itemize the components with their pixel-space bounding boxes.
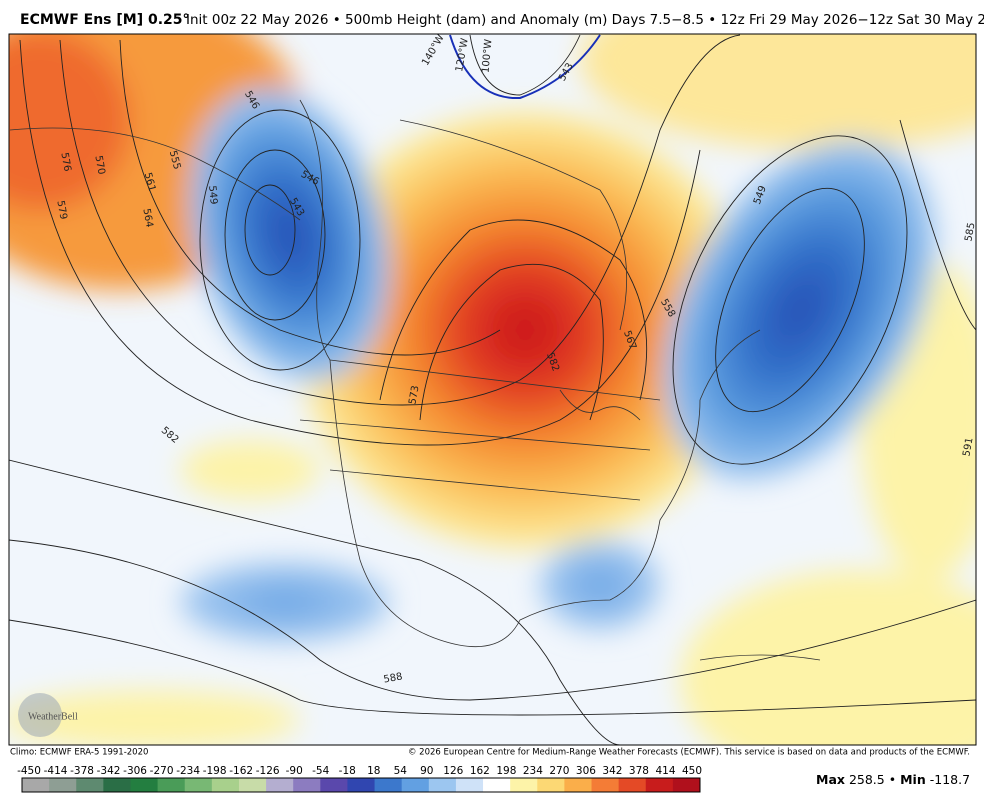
map: 576 5705615555495645795465435465495585675… — [9, 34, 977, 745]
colorbar-tick-label: -18 — [339, 765, 356, 777]
contour-label: 573 — [407, 385, 421, 406]
footer-copyright: © 2026 European Centre for Medium-Range … — [408, 748, 970, 758]
contour-label: 579 — [54, 200, 68, 221]
colorbar-tick-label: -450 — [17, 765, 41, 777]
colorbar-tick-label: 18 — [367, 765, 380, 777]
contour-label: 585 — [963, 222, 977, 243]
colorbar-swatch — [320, 778, 348, 792]
colorbar-swatch — [238, 778, 267, 792]
colorbar-swatch — [374, 778, 403, 792]
colorbar-swatch — [184, 778, 213, 792]
colorbar-swatch — [103, 778, 131, 792]
colorbar-tick-label: -270 — [150, 765, 174, 777]
colorbar-swatch — [49, 778, 77, 792]
colorbar-tick-label: 198 — [496, 765, 516, 777]
stats: Max 258.5 • Min -118.7 — [816, 772, 970, 787]
colorbar-swatch — [428, 778, 457, 792]
colorbar-tick-label: -54 — [312, 765, 329, 777]
title-details: Init 00z 22 May 2026 • 500mb Height (dam… — [186, 12, 984, 28]
separator: • — [889, 772, 896, 787]
colorbar-swatch — [672, 778, 701, 792]
contour-label: 549 — [206, 185, 219, 205]
colorbar-swatch — [564, 778, 593, 792]
meridian-label: 100°W — [481, 39, 495, 74]
colorbar-tick-label: -378 — [70, 765, 94, 777]
contour-label: 591 — [961, 437, 975, 458]
colorbar-swatch — [455, 778, 484, 792]
colorbar-tick-label: 162 — [470, 765, 490, 777]
colorbar-swatch — [483, 778, 511, 792]
colorbar-frame — [21, 777, 701, 793]
colorbar-tick-label: -234 — [176, 765, 200, 777]
colorbar-tick-label: 414 — [655, 765, 675, 777]
colorbar-swatch — [157, 778, 186, 792]
colorbar-tick-label: -198 — [203, 765, 227, 777]
colorbar-swatch — [130, 778, 159, 792]
colorbar-swatch — [266, 778, 294, 792]
contour-label: 588 — [383, 671, 404, 685]
colorbar-tick-label: -342 — [97, 765, 121, 777]
contour-label: 570 — [92, 155, 106, 176]
max-label: Max — [816, 772, 845, 787]
colorbar-swatch — [76, 778, 104, 792]
colorbar: -450 -414 -378 -342 -306 -270 -234 -198 -162 -126… — [17, 765, 702, 793]
colorbar-tick-label: 342 — [602, 765, 622, 777]
colorbar-tick-label: 54 — [394, 765, 408, 777]
colorbar-swatch — [211, 778, 240, 792]
title-model: ECMWF Ens [M] 0.25° — [20, 12, 190, 28]
colorbar-swatch — [591, 778, 620, 792]
min-label: Min — [900, 772, 926, 787]
colorbar-tick-label: 306 — [576, 765, 596, 777]
logo: WeatherBell — [28, 711, 78, 722]
colorbar-swatch — [537, 778, 565, 792]
colorbar-tick-label: -414 — [44, 765, 68, 777]
colorbar-tick-label: 270 — [549, 765, 569, 777]
contour-label: 576 — [58, 152, 72, 173]
colorbar-tick-label: -126 — [256, 765, 280, 777]
colorbar-swatch — [22, 778, 50, 792]
colorbar-tick-label: -306 — [123, 765, 147, 777]
contour-label: 564 — [140, 208, 154, 229]
max-value: 258.5 — [849, 772, 885, 787]
colorbar-tick-label: 126 — [443, 765, 463, 777]
contour-label: 561 — [142, 171, 158, 192]
stats-text: Max 258.5 • Min -118.7 — [816, 772, 970, 787]
colorbar-swatch — [618, 778, 647, 792]
colorbar-swatch — [293, 778, 321, 792]
colorbar-swatch — [510, 778, 538, 792]
colorbar-tick-label: 234 — [523, 765, 543, 777]
colorbar-tick-label: -162 — [229, 765, 253, 777]
colorbar-tick-label: -90 — [286, 765, 303, 777]
colorbar-tick-label: 450 — [682, 765, 702, 777]
colorbar-swatch — [347, 778, 376, 792]
colorbar-swatch — [401, 778, 430, 792]
colorbar-tick-label: 378 — [629, 765, 649, 777]
colorbar-swatch — [645, 778, 674, 792]
contour-label: 555 — [167, 149, 183, 170]
footer-climo: Climo: ECMWF ERA-5 1991-2020 — [10, 748, 148, 758]
colorbar-tick-label: 90 — [420, 765, 433, 777]
min-value: -118.7 — [930, 772, 970, 787]
